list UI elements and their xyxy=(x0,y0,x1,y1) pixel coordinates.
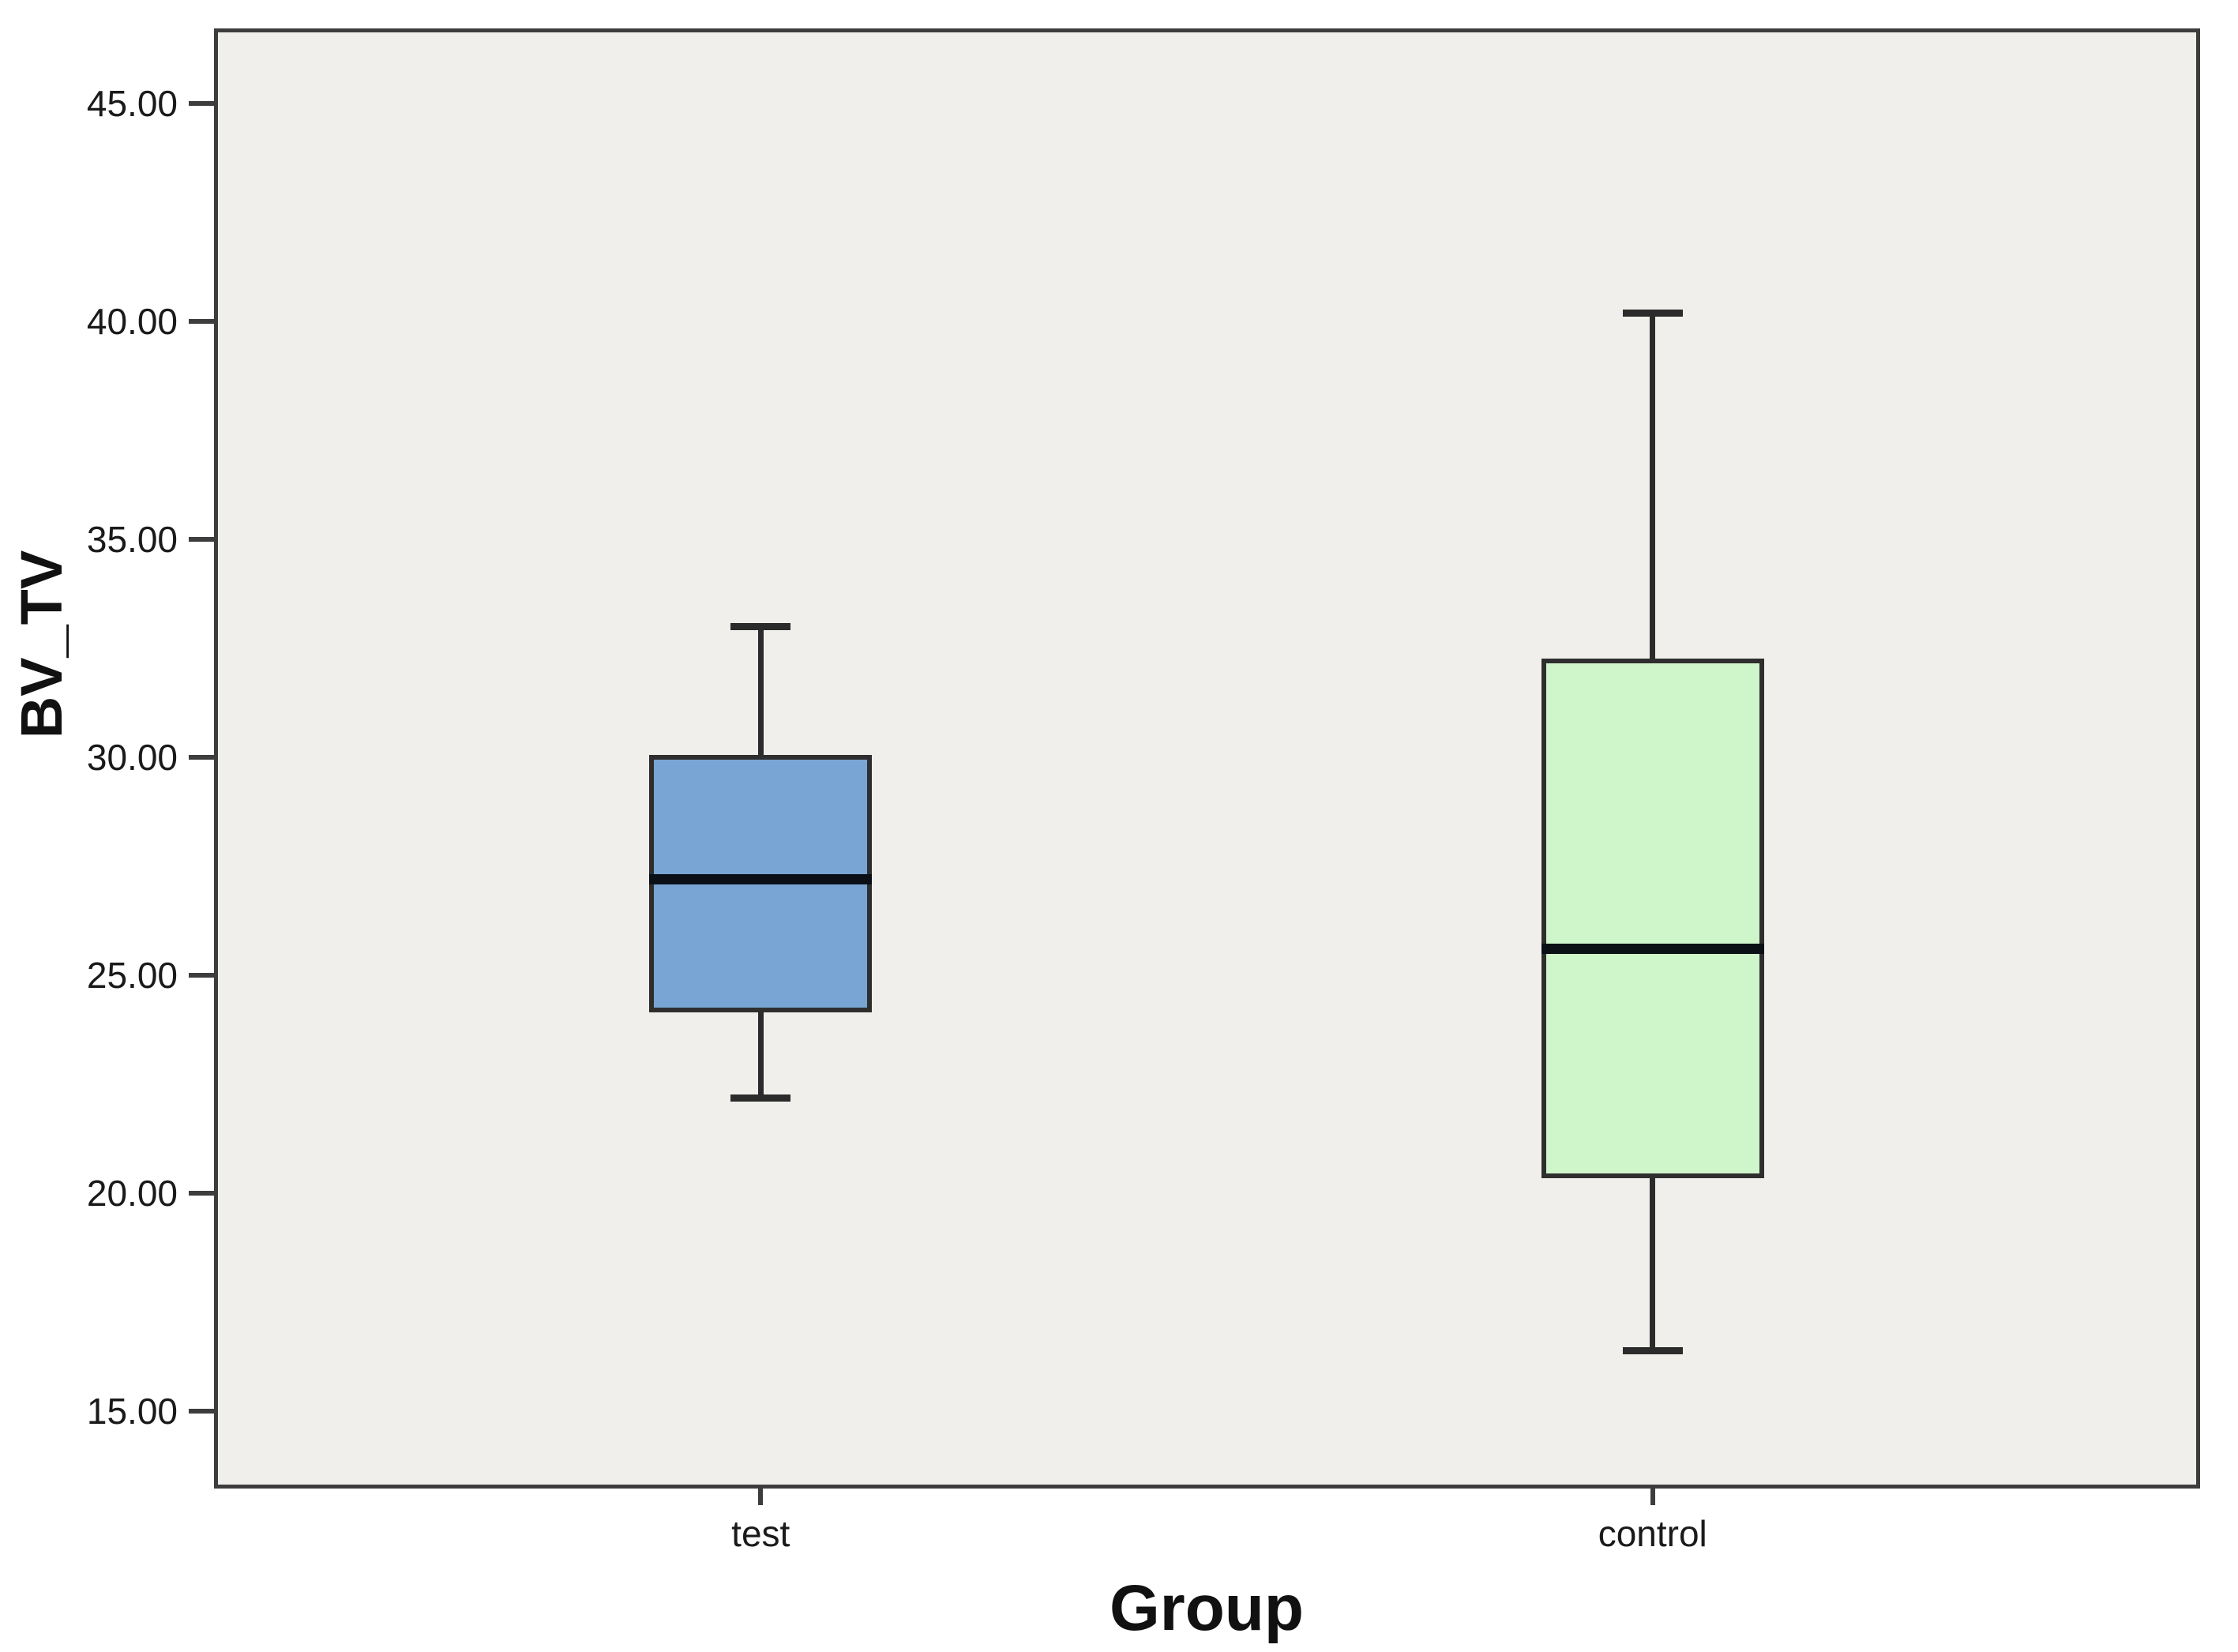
y-tick-label: 35.00 xyxy=(86,518,178,560)
whisker-cap-bottom xyxy=(730,1094,791,1102)
y-axis-title: BV_TV xyxy=(9,550,74,739)
y-tick-label: 30.00 xyxy=(86,736,178,778)
x-axis-title: Group xyxy=(1110,1572,1304,1644)
y-tick-label: 15.00 xyxy=(86,1391,178,1432)
y-axis-tick xyxy=(189,100,216,106)
y-tick-label: 20.00 xyxy=(86,1172,178,1214)
y-tick-label: 40.00 xyxy=(86,300,178,342)
y-tick-label: 25.00 xyxy=(86,954,178,996)
category-label: control xyxy=(1598,1513,1707,1554)
box-control xyxy=(1541,659,1764,1178)
whisker-cap-bottom xyxy=(1622,1346,1683,1354)
whisker-cap-top xyxy=(1622,309,1683,317)
y-axis-tick xyxy=(189,536,216,542)
x-axis-tick xyxy=(1650,1486,1655,1505)
y-axis-tick xyxy=(189,1190,216,1196)
y-axis-tick xyxy=(189,1409,216,1414)
plot-area xyxy=(214,28,2200,1489)
y-axis-tick xyxy=(189,972,216,978)
y-axis-tick xyxy=(189,754,216,760)
category-label: test xyxy=(731,1513,790,1554)
y-tick-label: 45.00 xyxy=(86,82,178,124)
whisker-cap-top xyxy=(730,623,791,631)
median-line xyxy=(649,873,873,884)
median-line xyxy=(1541,944,1764,955)
y-axis-tick xyxy=(189,318,216,324)
x-axis-tick xyxy=(758,1486,764,1505)
